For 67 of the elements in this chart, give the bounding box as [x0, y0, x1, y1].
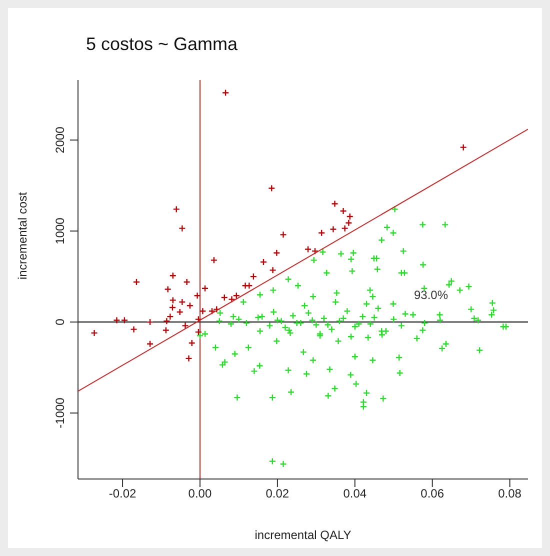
- point: [194, 292, 201, 300]
- chart-title: 5 costos ~ Gamma: [86, 34, 238, 55]
- point: [199, 308, 206, 315]
- point: [330, 226, 337, 233]
- point: [168, 304, 176, 312]
- point: [269, 266, 276, 274]
- point: [164, 286, 172, 293]
- point: [341, 224, 348, 232]
- point: [146, 340, 154, 348]
- annotation: 93.0%: [414, 288, 448, 302]
- point: [169, 272, 176, 280]
- point: [90, 329, 98, 337]
- x-tick-label: 0.06: [420, 486, 444, 501]
- point: [178, 298, 186, 306]
- point: [163, 318, 170, 325]
- y-tick-label: 2000: [53, 126, 67, 154]
- y-axis-title: incremental cost: [15, 191, 30, 280]
- point: [186, 302, 194, 310]
- point: [162, 326, 170, 334]
- point: [222, 89, 230, 96]
- point: [340, 207, 347, 215]
- point: [260, 258, 268, 266]
- point: [194, 328, 202, 336]
- x-tick-label: 0.08: [498, 486, 522, 501]
- point: [208, 308, 216, 315]
- point: [132, 278, 140, 286]
- point: [188, 339, 196, 347]
- point: [318, 229, 326, 236]
- point: [172, 206, 180, 213]
- y-tick-label: -1000: [53, 397, 67, 428]
- point: [250, 272, 258, 280]
- point: [176, 308, 184, 316]
- point: [120, 316, 128, 324]
- point: [280, 231, 287, 238]
- point: [130, 326, 138, 333]
- point: [113, 316, 120, 324]
- point: [146, 318, 154, 326]
- point: [268, 184, 276, 192]
- point: [460, 144, 467, 151]
- point: [228, 296, 236, 303]
- point: [311, 247, 319, 255]
- point: [220, 294, 228, 302]
- y-tick-label: 1000: [53, 217, 67, 244]
- point: [345, 219, 352, 226]
- point: [182, 322, 189, 330]
- point: [232, 292, 240, 300]
- x-tick-label: 0.00: [188, 486, 212, 501]
- x-tick-label: 0.02: [266, 486, 290, 501]
- point: [304, 246, 312, 253]
- point: [210, 256, 218, 264]
- x-tick-label: -0.02: [108, 486, 137, 501]
- y-tick-label: 0: [53, 318, 67, 326]
- point: [183, 278, 190, 286]
- point: [246, 282, 253, 290]
- point: [346, 212, 354, 220]
- point: [213, 306, 220, 313]
- point: [242, 282, 249, 290]
- point: [178, 224, 186, 232]
- point: [194, 316, 202, 323]
- point: [185, 354, 192, 362]
- x-tick-label: 0.04: [343, 486, 367, 501]
- point: [273, 249, 280, 256]
- point: [169, 296, 176, 304]
- point: [201, 284, 209, 292]
- point: [331, 200, 338, 208]
- x-axis-title: incremental QALY: [254, 528, 352, 542]
- point: [166, 312, 174, 320]
